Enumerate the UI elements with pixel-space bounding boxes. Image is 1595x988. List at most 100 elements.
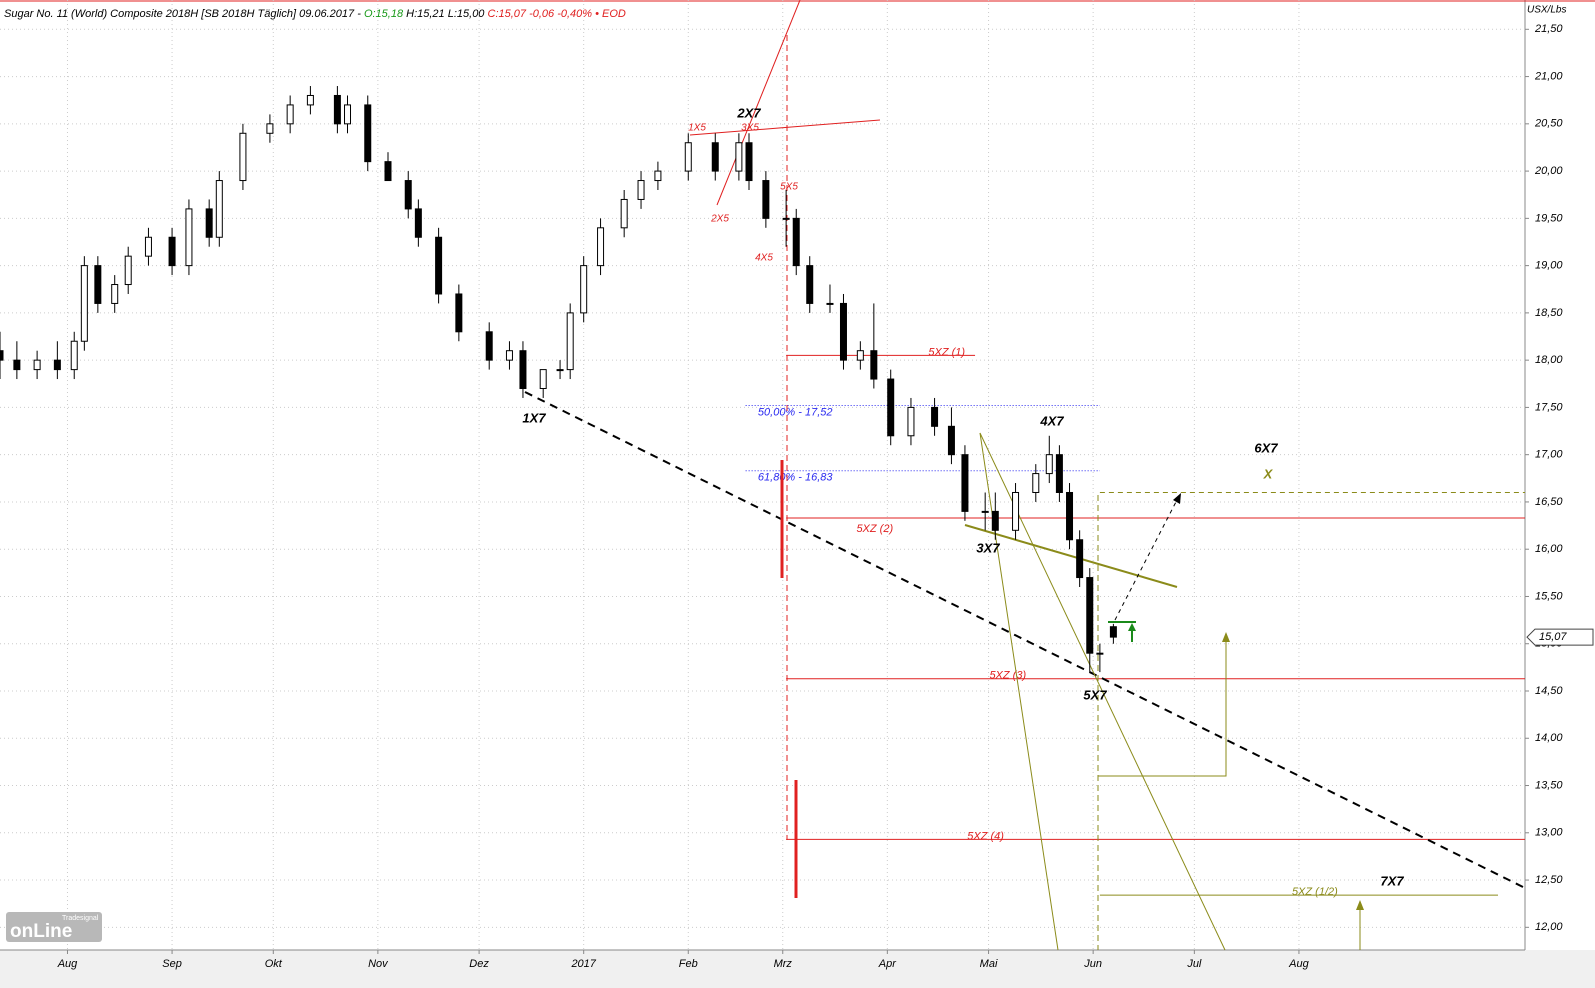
y-tick-label: 20,00 xyxy=(1534,165,1563,177)
header: Sugar No. 11 (World) Composite 2018H [SB… xyxy=(4,8,626,20)
candle-body xyxy=(435,236,443,295)
candle-body xyxy=(94,265,102,304)
header-close: C:15,07 -0,06 -0,40% • EOD xyxy=(488,8,626,20)
candle-body xyxy=(1096,652,1104,655)
x-tick-label: Jun xyxy=(1083,958,1102,970)
y-tick-label: 16,50 xyxy=(1535,496,1563,508)
level-label: 61,80% - 16,83 xyxy=(758,472,833,484)
annotation: 6X7 xyxy=(1254,440,1278,455)
logo-big: onLine xyxy=(10,921,72,942)
trend-line xyxy=(524,391,1526,889)
candle-body xyxy=(0,350,4,361)
candle-body xyxy=(33,359,41,371)
candle-body xyxy=(384,161,392,182)
annotation: 3X7 xyxy=(976,540,1000,555)
candle-body xyxy=(519,350,527,390)
unit-label: USX/Lbs xyxy=(1527,5,1566,16)
candle-body xyxy=(711,142,719,172)
annotation: 5X5 xyxy=(780,182,798,193)
candle-body xyxy=(53,359,61,371)
y-tick-label: 15,50 xyxy=(1535,590,1563,602)
level-label: 5XZ (1) xyxy=(928,346,965,358)
candle-body xyxy=(762,180,770,219)
x-tick-label: Apr xyxy=(878,958,897,970)
candles xyxy=(0,86,1117,673)
x-tick-label: Mai xyxy=(980,958,998,970)
level-label: 5XZ (3) xyxy=(989,670,1026,682)
x-tick-label: Okt xyxy=(265,958,283,970)
candle-body xyxy=(1055,454,1063,493)
candle-body xyxy=(981,510,989,513)
candle-body xyxy=(735,142,743,172)
candle-body xyxy=(505,350,513,361)
candle-body xyxy=(168,236,176,267)
candle-body xyxy=(185,208,193,267)
candle-body xyxy=(364,104,372,163)
price-tag-label: 15,07 xyxy=(1539,631,1567,643)
annotation: 1X7 xyxy=(522,410,546,425)
level-label: 5XZ (1/2) xyxy=(1292,886,1338,898)
y-tick-label: 17,50 xyxy=(1535,401,1563,413)
candle-body xyxy=(907,406,915,437)
logo-small: Tradesignal xyxy=(62,915,99,922)
candle-body xyxy=(455,293,463,333)
candle-body xyxy=(344,104,352,125)
candle-body xyxy=(144,236,152,257)
candle-body xyxy=(556,369,564,372)
candle-body xyxy=(13,359,21,371)
annotation: 5X7 xyxy=(1083,687,1107,702)
header-open: O:15,18 xyxy=(364,8,404,20)
candle-body xyxy=(1076,539,1084,579)
candle-body xyxy=(839,302,847,361)
candle-body xyxy=(266,123,274,134)
annotation: 1X5 xyxy=(688,123,706,134)
target-bracket xyxy=(1098,636,1227,777)
y-tick-label: 21,00 xyxy=(1534,70,1563,82)
candle-body xyxy=(286,104,294,125)
x-tick-label: Nov xyxy=(368,958,389,970)
y-tick-label: 18,00 xyxy=(1535,354,1563,366)
annotations: 1X7 2X7 3X7 4X7 5X7 6X7 X 7X7 1X5 3X5 2X5 5X5 4X5 xyxy=(522,105,1404,888)
levels: 5XZ (1) 50,00% - 17,52 61,80% - 16,83 5XZ (… xyxy=(745,346,1525,898)
candle-body xyxy=(580,265,588,314)
trend-line xyxy=(979,432,1226,951)
trend-line xyxy=(964,524,1178,588)
candle-body xyxy=(806,265,814,304)
candle-body xyxy=(1066,491,1074,541)
candle-body xyxy=(70,340,78,371)
y-tick-label: 20,50 xyxy=(1534,118,1563,130)
candle-body xyxy=(620,198,628,229)
candle-body xyxy=(80,265,88,342)
annotation: 4X7 xyxy=(1039,413,1064,428)
y-tick-label: 14,50 xyxy=(1535,685,1563,697)
candle-body xyxy=(566,312,574,371)
candle-body xyxy=(111,284,119,304)
projection-arrow xyxy=(1114,497,1179,621)
candle-body xyxy=(333,94,341,125)
candle-body xyxy=(597,227,605,267)
x-tick-label: Feb xyxy=(679,958,698,970)
candle-body xyxy=(782,217,790,220)
logo-box xyxy=(6,912,102,942)
candle-body xyxy=(414,208,422,238)
x-tick-label: Dez xyxy=(469,958,489,970)
candle-body xyxy=(947,425,955,456)
candle-body xyxy=(931,406,939,427)
y-tick-label: 13,00 xyxy=(1535,827,1563,839)
candle-body xyxy=(654,170,662,182)
candle-body xyxy=(1032,473,1040,493)
x-tick-label: Sep xyxy=(162,958,182,970)
level-label: 50,00% - 17,52 xyxy=(758,406,833,418)
x-tick-label: Aug xyxy=(57,958,78,970)
candle-body xyxy=(887,378,895,437)
y-tick-label: 19,50 xyxy=(1535,212,1563,224)
x-tick-label: 2017 xyxy=(570,958,596,970)
y-tick-label: 17,00 xyxy=(1535,449,1563,461)
header-high-low: H:15,21 L:15,00 xyxy=(406,8,485,20)
logo: Tradesignal onLine xyxy=(6,912,102,942)
y-tick-label: 13,50 xyxy=(1535,779,1563,791)
price-tag xyxy=(1526,628,1594,646)
trend-line xyxy=(716,0,801,206)
candle-body xyxy=(961,454,969,512)
